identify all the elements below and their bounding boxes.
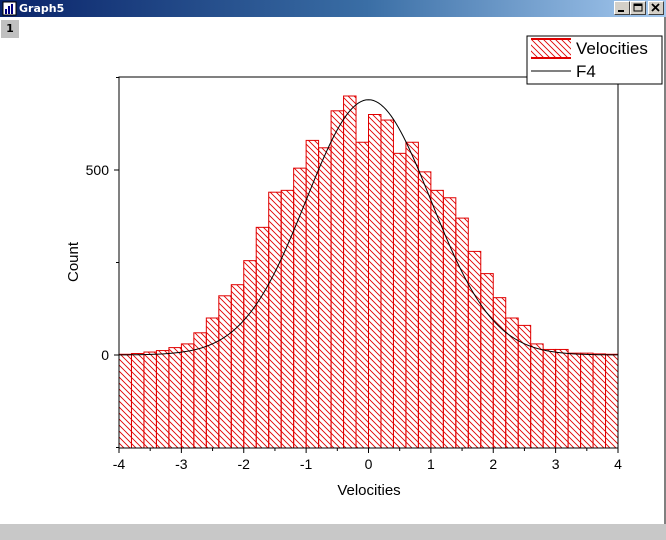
histogram-bar	[330, 110, 345, 448]
histogram-bar	[205, 317, 220, 448]
histogram-bar	[193, 332, 207, 448]
histogram-bar	[168, 347, 182, 448]
histogram-bar	[230, 284, 245, 448]
histogram-bar	[155, 350, 170, 448]
histogram-bar	[368, 114, 382, 448]
histogram-bar	[405, 141, 419, 448]
histogram-bar	[119, 353, 132, 448]
histogram-bars	[119, 95, 618, 448]
x-tick-label: 2	[489, 456, 497, 472]
window-right-border	[664, 17, 666, 524]
graph-window-icon	[2, 1, 17, 16]
histogram-bar	[355, 141, 369, 448]
histogram-bar	[343, 95, 357, 448]
x-tick-label: -1	[300, 456, 313, 472]
window-titlebar[interactable]: Graph5	[0, 0, 666, 17]
histogram-bar	[268, 191, 282, 448]
histogram-bar	[492, 297, 507, 448]
x-tick-label: -3	[175, 456, 188, 472]
histogram-bar	[380, 119, 394, 448]
x-tick-label: -2	[238, 456, 251, 472]
histogram-bar	[143, 351, 157, 448]
histogram-bar	[592, 353, 607, 448]
y-axis-label: Count	[65, 241, 82, 282]
x-tick-label: 3	[552, 456, 560, 472]
histogram-bar	[180, 343, 195, 448]
y-tick-label: 500	[86, 162, 110, 178]
minimize-icon	[618, 10, 624, 12]
histogram-bar	[467, 250, 482, 448]
legend-label-velocities: Velocities	[576, 39, 648, 58]
close-icon	[651, 3, 660, 12]
histogram-bar	[505, 317, 519, 448]
histogram-bar	[542, 348, 557, 448]
histogram-bar	[318, 147, 332, 448]
histogram-bar	[580, 352, 594, 448]
minimize-button[interactable]	[614, 1, 630, 15]
histogram-bar	[480, 273, 494, 448]
window-controls	[614, 1, 664, 16]
histogram-bar	[255, 226, 270, 448]
legend[interactable]: Velocities F4	[526, 35, 663, 85]
histogram-bar	[605, 353, 618, 448]
legend-label-f4: F4	[576, 62, 596, 81]
maximize-button[interactable]	[630, 1, 646, 15]
fit-curve-f4	[119, 99, 618, 356]
layer-tab[interactable]: 1	[1, 20, 19, 38]
x-tick-label: -4	[113, 456, 126, 472]
histogram-bar	[417, 171, 432, 448]
histogram-bar	[392, 152, 407, 448]
y-tick-label: 0	[101, 347, 109, 363]
x-tick-label: 1	[427, 456, 435, 472]
histogram-bar	[555, 348, 569, 448]
window-title: Graph5	[19, 2, 65, 15]
histogram-bar	[280, 189, 295, 448]
histogram-bar	[293, 167, 307, 448]
histogram-bar	[243, 260, 257, 448]
legend-swatch-velocities	[531, 39, 571, 58]
histogram-bar	[430, 189, 444, 448]
maximize-icon	[633, 3, 643, 12]
x-axis-ticks: -4 -3 -2 -1 0 1 2 3 4	[113, 448, 622, 472]
histogram-bar	[305, 139, 320, 448]
y-axis-ticks: 0 500	[86, 77, 119, 448]
x-tick-label: 0	[365, 456, 373, 472]
status-bar	[0, 524, 666, 540]
close-button[interactable]	[648, 1, 664, 15]
x-axis-label: Velocities	[337, 482, 400, 499]
histogram-bar	[567, 352, 582, 448]
histogram-bar	[455, 217, 469, 448]
x-tick-label: 4	[614, 456, 622, 472]
histogram-bar	[130, 353, 145, 448]
histogram-bar	[218, 295, 232, 448]
histogram-bar	[530, 343, 544, 448]
